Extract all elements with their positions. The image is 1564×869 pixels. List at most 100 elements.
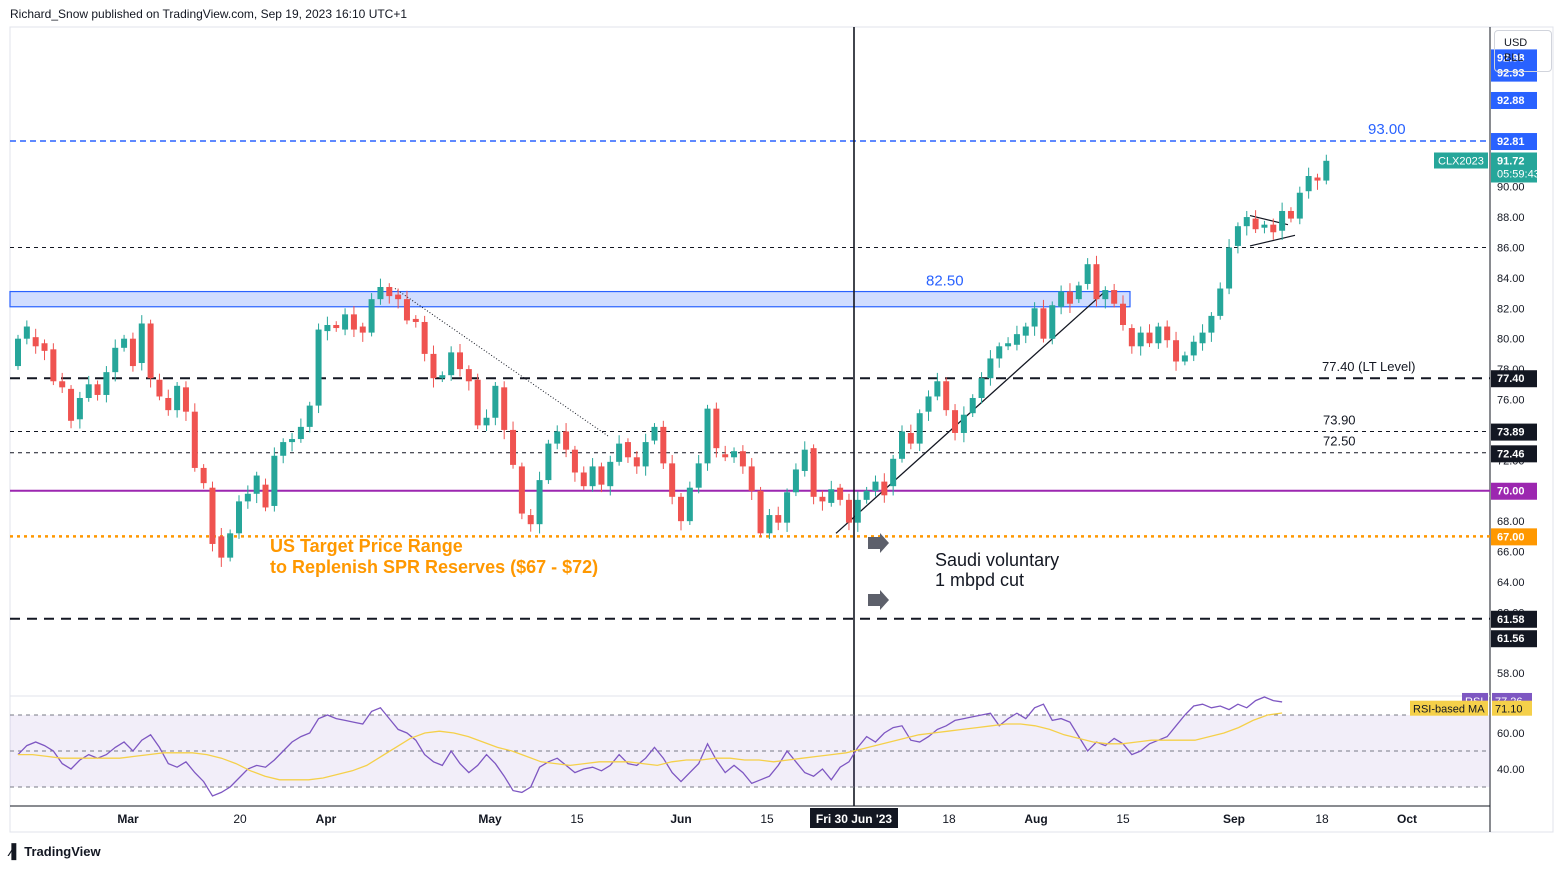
candle-body bbox=[165, 397, 172, 411]
price-label-bg bbox=[1491, 482, 1537, 500]
candle-body bbox=[244, 493, 251, 502]
candle-body bbox=[792, 469, 799, 493]
candle-body bbox=[695, 463, 702, 488]
candle-body bbox=[227, 533, 234, 558]
candle-body bbox=[182, 387, 189, 412]
candle-body bbox=[59, 381, 66, 388]
candle-body bbox=[748, 466, 755, 491]
candle-body bbox=[112, 347, 119, 373]
price-label: 92.93 bbox=[1497, 68, 1525, 80]
candle-body bbox=[41, 343, 48, 351]
currency-code: USD bbox=[1504, 37, 1528, 49]
candle-body bbox=[713, 408, 720, 449]
price-tick: 64.00 bbox=[1497, 577, 1525, 589]
level-label: 77.40 (LT Level) bbox=[1322, 359, 1415, 374]
annotations: US Target Price Range to Replenish SPR R… bbox=[270, 27, 1059, 806]
price-label: 72.46 bbox=[1497, 448, 1525, 460]
rsi-line bbox=[17, 696, 1283, 797]
candle-body bbox=[1031, 308, 1038, 327]
candle-body bbox=[545, 443, 552, 481]
candle-body bbox=[492, 385, 499, 418]
candle-body bbox=[678, 496, 684, 522]
candle-body bbox=[722, 454, 729, 458]
price-levels: 93.00 77.40 (LT Level) 73.90 72.50 bbox=[10, 121, 1490, 620]
candle-body bbox=[1013, 334, 1020, 345]
price-label-bg bbox=[1491, 91, 1537, 109]
candle-body bbox=[324, 325, 331, 332]
candle-body bbox=[386, 286, 393, 297]
brand-name: TradingView bbox=[24, 843, 101, 859]
currency-unit-box[interactable]: USD BLL bbox=[1494, 30, 1552, 72]
x-tick-label: 15 bbox=[1116, 812, 1130, 826]
candle-body bbox=[890, 458, 897, 487]
candle-body bbox=[642, 442, 649, 467]
x-tick-label: 15 bbox=[760, 812, 774, 826]
price-label: 70.00 bbox=[1497, 486, 1525, 498]
candle-body bbox=[368, 299, 375, 333]
candle-body bbox=[784, 492, 791, 523]
price-tick: 58.00 bbox=[1497, 668, 1525, 680]
candle-body bbox=[1040, 308, 1047, 339]
price-tick: 66.00 bbox=[1497, 547, 1525, 559]
candle-body bbox=[1243, 217, 1250, 227]
candle-body bbox=[757, 490, 764, 534]
tv-logo-icon: ⁄▌ bbox=[10, 843, 21, 859]
price-tick: 76.00 bbox=[1497, 395, 1525, 407]
candle-body bbox=[580, 472, 587, 487]
candle-body bbox=[916, 413, 923, 444]
candle-body bbox=[1217, 288, 1224, 316]
price-label: 92.81 bbox=[1497, 136, 1525, 148]
x-tick-label: 15 bbox=[570, 812, 584, 826]
spr-text-line2: to Replenish SPR Reserves ($67 - $72) bbox=[270, 557, 598, 577]
price-label: 91.72 bbox=[1497, 155, 1525, 167]
candle-body bbox=[899, 431, 905, 459]
zone-label: 82.50 bbox=[926, 273, 964, 290]
candle-body bbox=[801, 449, 808, 471]
candle-body bbox=[598, 466, 605, 485]
candle-body bbox=[943, 381, 950, 411]
candle-body bbox=[987, 358, 994, 379]
candle-body bbox=[32, 337, 39, 347]
candle-body bbox=[465, 369, 472, 382]
candle-body bbox=[1155, 326, 1162, 344]
price-label-bg bbox=[1491, 610, 1537, 628]
candle-body bbox=[1146, 332, 1153, 344]
candle-body bbox=[872, 481, 879, 491]
candle-body bbox=[1261, 224, 1268, 228]
candle-body bbox=[969, 397, 976, 414]
x-tick-label: Fri 30 Jun '23 bbox=[816, 812, 893, 826]
candle-body bbox=[262, 484, 269, 508]
candle-body bbox=[1005, 343, 1012, 347]
candle-body bbox=[412, 318, 419, 322]
candle-body bbox=[960, 414, 967, 433]
candle-body bbox=[1226, 247, 1233, 289]
candle-body bbox=[996, 346, 1003, 359]
candle-body bbox=[766, 515, 773, 534]
candle-body bbox=[828, 489, 835, 503]
candle-body bbox=[527, 515, 534, 525]
price-tick: 86.00 bbox=[1497, 242, 1525, 254]
candle-body bbox=[854, 499, 861, 523]
candle-body bbox=[68, 388, 75, 421]
candle-body bbox=[1102, 290, 1109, 300]
spr-text-line1: US Target Price Range bbox=[270, 536, 463, 556]
candle-body bbox=[1252, 218, 1259, 230]
candle-body bbox=[147, 323, 154, 379]
price-tick: 82.00 bbox=[1497, 303, 1525, 315]
tradingview-logo[interactable]: ⁄▌ TradingView bbox=[10, 843, 101, 859]
saudi-text-line2: 1 mbpd cut bbox=[935, 570, 1024, 590]
candle-body bbox=[739, 451, 746, 467]
price-label: 67.00 bbox=[1497, 531, 1525, 543]
candle-body bbox=[1270, 224, 1277, 233]
candle-body bbox=[837, 487, 844, 500]
candle-body bbox=[50, 349, 57, 382]
price-label-bg bbox=[1491, 423, 1537, 441]
candle-body bbox=[271, 455, 278, 506]
price-label: 92.98 bbox=[1497, 52, 1525, 64]
candle-body bbox=[218, 536, 225, 558]
candle-body bbox=[616, 443, 623, 462]
rsi-axis-tick: 40.00 bbox=[1497, 764, 1525, 776]
candle-body bbox=[501, 387, 508, 430]
